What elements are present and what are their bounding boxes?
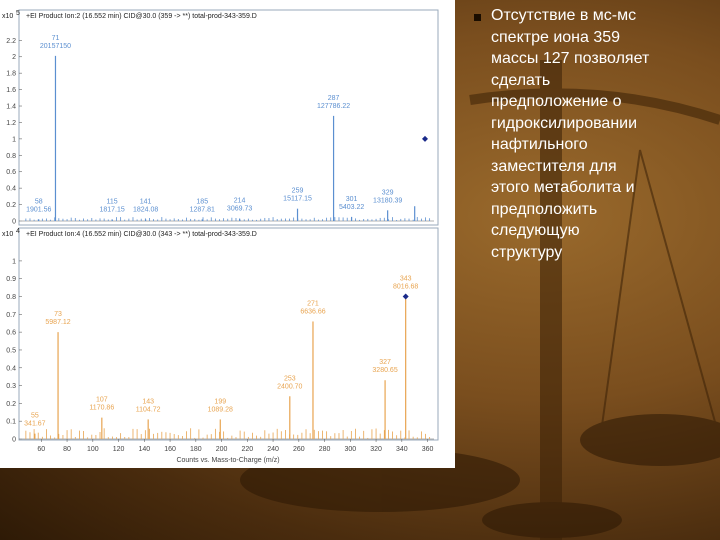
y-tick-label: 1.8 [6,71,16,78]
y-tick-label: 0.8 [6,153,16,160]
peak-abundance-label: 1817.15 [99,206,124,213]
y-tick-label: 0.8 [6,294,16,301]
y-exponent-label: x10 [2,13,13,20]
mass-spectra-chart: +EI Product Ion:2 (16.552 min) CID@30.0 … [2,9,439,464]
precursor-diamond-marker [402,293,409,300]
x-tick-label: 200 [216,446,228,453]
y-tick-label: 0 [12,437,16,444]
y-exponent-value: 4 [16,228,20,235]
x-tick-label: 320 [370,446,382,453]
peak-abundance-label: 20157150 [40,43,71,50]
scale-pillar [540,60,562,540]
mass-spectra-panel: +EI Product Ion:2 (16.552 min) CID@30.0 … [2,9,439,464]
x-tick-label: 340 [396,446,408,453]
peak-mz-label: 253 [284,375,296,382]
y-tick-label: 0 [12,219,16,226]
peak-abundance-label: 5403.22 [339,204,364,211]
peak-mz-label: 71 [52,35,60,42]
peak-mz-label: 115 [107,198,118,205]
peak-abundance-label: 15117.15 [283,196,312,203]
peak-abundance-label: 1824.08 [133,206,158,213]
peak-mz-label: 141 [140,198,152,205]
x-tick-label: 260 [293,446,305,453]
y-exponent-label: x10 [2,231,13,238]
peak-abundance-label: 6636.66 [300,308,325,315]
y-tick-label: 0.7 [6,312,16,319]
peak-mz-label: 329 [382,189,394,196]
scale-beam [469,88,720,125]
x-tick-label: 160 [164,446,176,453]
y-tick-label: 1.2 [6,120,16,127]
y-tick-label: 1 [12,136,16,143]
peak-mz-label: 58 [35,198,43,205]
peak-mz-label: 73 [54,311,62,318]
peak-abundance-label: 1104.72 [136,406,161,413]
y-tick-label: 0.9 [6,276,16,283]
y-tick-label: 0.2 [6,401,16,408]
slide-body-text: Отсутствие в мс-мс спектре иона 359 масс… [491,7,650,261]
peak-abundance-label: 8016.68 [393,284,418,291]
x-tick-label: 360 [422,446,434,453]
y-tick-label: 0.4 [6,186,16,193]
peak-abundance-label: 1170.86 [89,405,114,412]
y-tick-label: 0.3 [6,383,16,390]
peak-mz-label: 287 [328,95,340,102]
x-axis-title: Counts vs. Mass-to-Charge (m/z) [176,457,279,464]
peak-mz-label: 271 [307,300,319,307]
spectrum-header: +EI Product Ion:4 (16.552 min) CID@30.0 … [26,231,257,238]
scale-base [482,502,622,538]
x-tick-label: 300 [344,446,356,453]
peak-abundance-label: 2400.70 [277,383,302,390]
peak-abundance-label: 1089.28 [208,406,233,413]
y-tick-label: 0.6 [6,330,16,337]
peak-mz-label: 199 [214,398,226,405]
y-tick-label: 1.4 [6,104,16,111]
scale-pan-right [580,414,720,466]
peak-mz-label: 301 [346,196,358,203]
y-tick-label: 0.5 [6,347,16,354]
x-tick-label: 280 [319,446,331,453]
peak-abundance-label: 3069.73 [227,206,252,213]
x-tick-label: 220 [241,446,253,453]
x-tick-label: 140 [138,446,150,453]
x-tick-label: 80 [63,446,71,453]
y-tick-label: 1.6 [6,87,16,94]
peak-abundance-label: 1901.56 [26,206,51,213]
y-tick-label: 0.4 [6,365,16,372]
peak-abundance-label: 13180.39 [373,197,402,204]
x-tick-label: 240 [267,446,279,453]
spectrum-header: +EI Product Ion:2 (16.552 min) CID@30.0 … [26,13,257,20]
peak-mz-label: 143 [142,398,154,405]
x-tick-label: 100 [87,446,99,453]
spectrum-frame [18,227,439,441]
y-tick-label: 2.2 [6,38,16,45]
peak-mz-label: 327 [379,359,391,366]
y-tick-label: 0.2 [6,202,16,209]
peak-mz-label: 259 [292,188,304,195]
bullet-icon [474,14,481,21]
peak-abundance-label: 341.67 [24,421,46,428]
x-tick-label: 60 [37,446,45,453]
y-exponent-value: 5 [16,10,20,17]
peak-mz-label: 343 [400,276,412,283]
x-tick-label: 180 [190,446,202,453]
peak-mz-label: 55 [31,413,39,420]
x-tick-label: 120 [113,446,125,453]
y-tick-label: 0.1 [6,419,16,426]
peak-abundance-label: 1287.81 [190,206,215,213]
peak-abundance-label: 3280.65 [372,367,397,374]
peak-abundance-label: 5987.12 [45,319,70,326]
y-tick-label: 0.6 [6,169,16,176]
y-tick-label: 1 [12,258,16,265]
y-tick-label: 2 [12,54,16,61]
peak-abundance-label: 127786.22 [317,103,350,110]
peak-mz-label: 185 [196,198,208,205]
precursor-diamond-marker [421,135,428,142]
peak-mz-label: 107 [96,397,108,404]
spectrum-frame [18,9,439,226]
peak-mz-label: 214 [234,198,246,205]
